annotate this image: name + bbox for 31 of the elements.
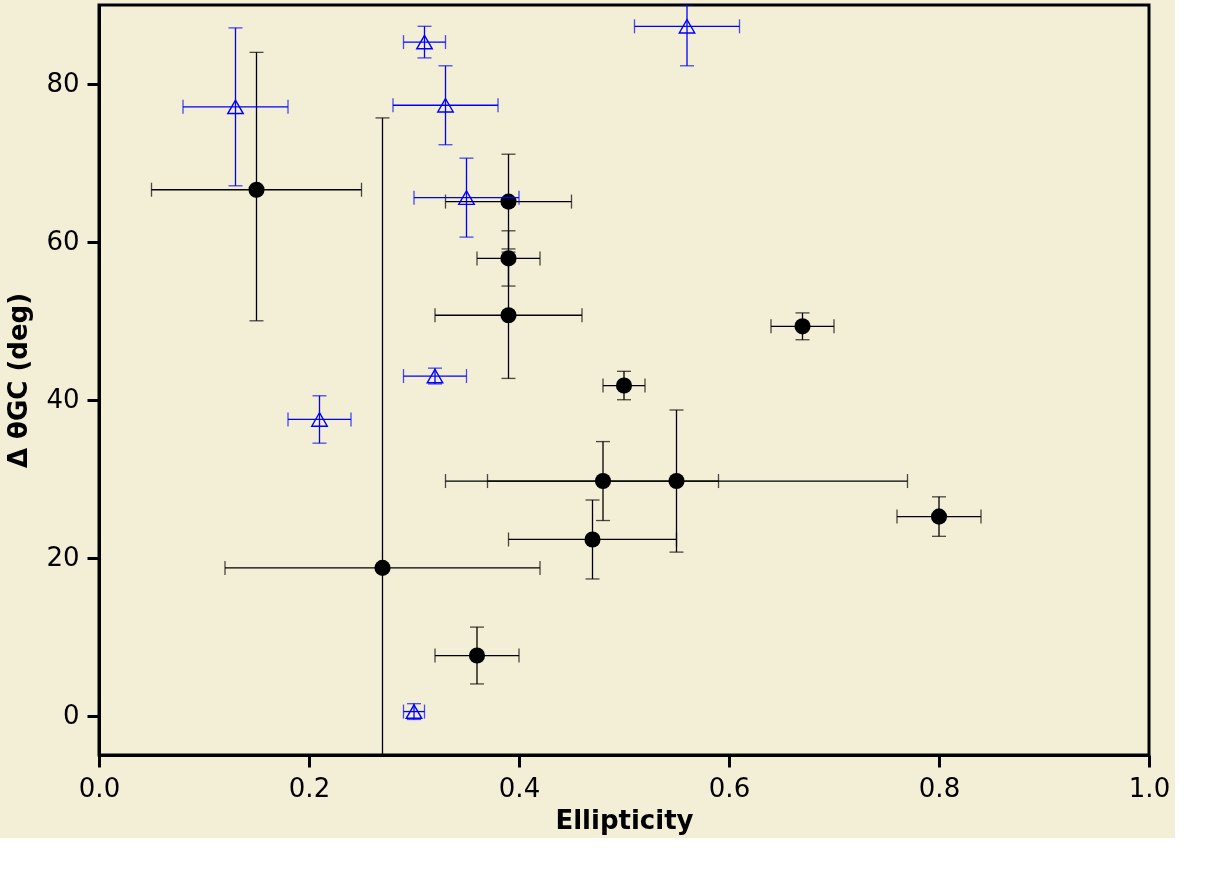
- point: [668, 473, 685, 490]
- point: [584, 531, 601, 548]
- x-tick-label: 0.8: [918, 772, 961, 803]
- x-tick-label: 0.2: [288, 772, 331, 803]
- y-tick-label: 20: [46, 542, 80, 573]
- point: [678, 18, 696, 34]
- y-tick-label: 80: [46, 68, 80, 99]
- x-tick-label: 1.0: [1128, 772, 1171, 803]
- point: [794, 318, 811, 335]
- point: [311, 412, 328, 427]
- point: [500, 307, 517, 324]
- x-tick-label: 0.4: [498, 772, 541, 803]
- point: [594, 473, 612, 490]
- x-axis-title: Ellipticity: [555, 804, 694, 835]
- y-tick-label: 60: [46, 226, 80, 257]
- point: [930, 508, 948, 525]
- point: [500, 193, 517, 210]
- point: [248, 181, 265, 198]
- y-tick-label: 0: [62, 700, 80, 731]
- point: [227, 99, 244, 115]
- point: [374, 559, 391, 576]
- point: [500, 250, 517, 267]
- point: [458, 190, 475, 206]
- y-tick-label: 40: [46, 384, 80, 415]
- point: [615, 377, 633, 394]
- point: [437, 97, 454, 113]
- point: [468, 647, 486, 664]
- y-axis-title: Δ θGC (deg): [3, 292, 34, 469]
- point: [416, 34, 433, 50]
- x-tick-label: 0.6: [708, 772, 751, 803]
- x-tick-label: 0.0: [78, 772, 121, 803]
